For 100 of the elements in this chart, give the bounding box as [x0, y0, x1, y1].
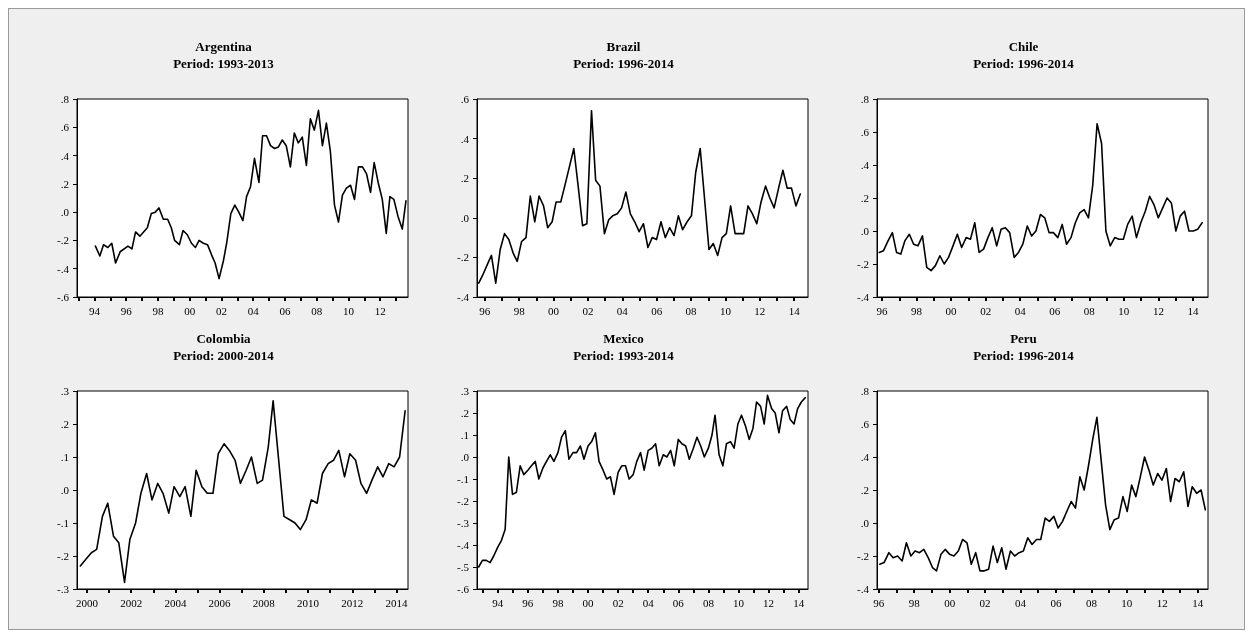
x-tick-label: 00 [548, 304, 560, 317]
y-tick-label: .1 [460, 429, 469, 441]
chart-subtitle: Period: 1993-2014 [573, 348, 675, 363]
x-tick-label: 06 [672, 596, 685, 609]
y-tick-label: -.6 [57, 291, 70, 303]
x-tick-label: 96 [873, 596, 885, 609]
y-tick-label: .0 [60, 484, 70, 496]
chart-subtitle: Period: 2000-2014 [173, 348, 275, 363]
x-tick-label: 14 [1192, 596, 1204, 609]
y-tick-label: .8 [860, 93, 870, 105]
x-tick-label: 04 [1015, 596, 1027, 609]
line-series [79, 400, 406, 584]
chart-title: Chile [1008, 39, 1039, 54]
y-tick-label: .6 [60, 121, 70, 134]
x-tick-label: 08 [311, 304, 323, 317]
x-tick-label: 04 [1014, 304, 1027, 317]
x-tick-label: 98 [513, 304, 526, 317]
y-tick-label: -.4 [57, 262, 70, 275]
y-tick-label: .8 [60, 93, 70, 105]
chart-subtitle: Period: 1993-2013 [173, 56, 275, 71]
y-tick-label: .4 [60, 149, 70, 162]
x-tick-label: 96 [120, 304, 133, 317]
x-tick-label: 06 [1050, 596, 1062, 609]
y-tick-label: .0 [460, 211, 470, 224]
x-tick-label: 96 [479, 304, 491, 317]
y-tick-label: -.2 [57, 234, 69, 247]
x-tick-label: 02 [612, 596, 624, 609]
y-tick-label: -.4 [857, 583, 870, 595]
x-tick-label: 94 [492, 596, 504, 609]
y-tick-label: -.2 [457, 251, 469, 264]
y-tick-label: -.3 [457, 517, 470, 529]
x-tick-label: 98 [552, 596, 564, 609]
y-tick-label: .2 [60, 177, 69, 190]
x-tick-label: 06 [651, 304, 663, 317]
x-tick-label: 12 [754, 304, 766, 317]
x-tick-label: 08 [1085, 596, 1098, 609]
x-tick-label: 98 [152, 304, 164, 317]
x-tick-label: 12 [763, 596, 775, 609]
y-tick-label: -.4 [857, 291, 870, 303]
x-tick-label: 2004 [164, 596, 187, 609]
y-tick-label: -.6 [457, 583, 470, 595]
x-tick-label: 02 [215, 304, 227, 317]
y-tick-label: .2 [60, 418, 69, 430]
x-tick-label: 98 [908, 596, 921, 609]
chart-title: Argentina [195, 39, 253, 54]
x-tick-label: 08 [685, 304, 698, 317]
x-tick-label: 12 [374, 304, 386, 317]
x-tick-label: 10 [1118, 304, 1130, 317]
x-tick-label: 04 [616, 304, 629, 317]
x-tick-label: 14 [1187, 304, 1199, 317]
y-tick-label: -.5 [457, 561, 470, 573]
chart-subtitle: Period: 1996-2014 [973, 56, 1075, 71]
x-tick-label: 00 [582, 596, 595, 609]
y-tick-label: .4 [460, 132, 470, 145]
chart-title: Brazil [606, 39, 641, 54]
x-tick-label: 02 [582, 304, 594, 317]
x-tick-label: 96 [522, 596, 534, 609]
y-tick-label: -.4 [457, 539, 470, 551]
y-tick-label: .2 [460, 172, 469, 185]
x-tick-label: 04 [642, 596, 655, 609]
y-tick-label: .3 [460, 385, 470, 397]
chart-title: Peru [1010, 331, 1037, 346]
y-tick-label: .1 [60, 451, 69, 463]
x-tick-label: 94 [88, 304, 101, 317]
x-tick-label: 00 [944, 596, 956, 609]
y-tick-label: .0 [860, 517, 870, 529]
x-tick-label: 02 [979, 596, 991, 609]
x-tick-label: 12 [1152, 304, 1164, 317]
chart-title: Mexico [603, 331, 644, 346]
x-tick-label: 2014 [385, 596, 408, 609]
x-tick-label: 06 [279, 304, 291, 317]
y-tick-label: .0 [60, 206, 70, 219]
x-tick-label: 2012 [341, 596, 364, 609]
x-tick-label: 10 [1121, 596, 1133, 609]
x-tick-label: 2002 [120, 596, 143, 609]
y-tick-label: .0 [460, 451, 470, 463]
x-tick-label: 2010 [297, 596, 320, 609]
y-tick-label: .4 [860, 159, 870, 171]
x-tick-label: 00 [945, 304, 958, 317]
y-tick-label: .6 [860, 418, 870, 430]
y-tick-label: .2 [860, 192, 869, 204]
y-tick-label: .2 [860, 484, 869, 496]
y-tick-label: -.1 [57, 517, 69, 529]
chart-subtitle: Period: 1996-2014 [573, 56, 675, 71]
y-tick-label: -.2 [57, 550, 69, 562]
x-tick-label: 96 [876, 304, 889, 317]
y-tick-label: .0 [860, 225, 870, 237]
x-tick-label: 02 [980, 304, 992, 317]
x-tick-label: 04 [247, 304, 260, 317]
y-tick-label: .2 [460, 407, 469, 419]
x-tick-label: 2008 [252, 596, 276, 609]
x-tick-label: 2000 [75, 596, 99, 609]
y-tick-label: -.1 [457, 473, 469, 485]
x-tick-label: 08 [1083, 304, 1096, 317]
chart-subtitle: Period: 1996-2014 [973, 348, 1075, 363]
y-tick-label: .6 [460, 93, 470, 105]
x-tick-label: 14 [793, 596, 805, 609]
y-tick-label: -.2 [857, 550, 869, 562]
x-tick-label: 00 [184, 304, 196, 317]
x-tick-label: 10 [732, 596, 745, 609]
